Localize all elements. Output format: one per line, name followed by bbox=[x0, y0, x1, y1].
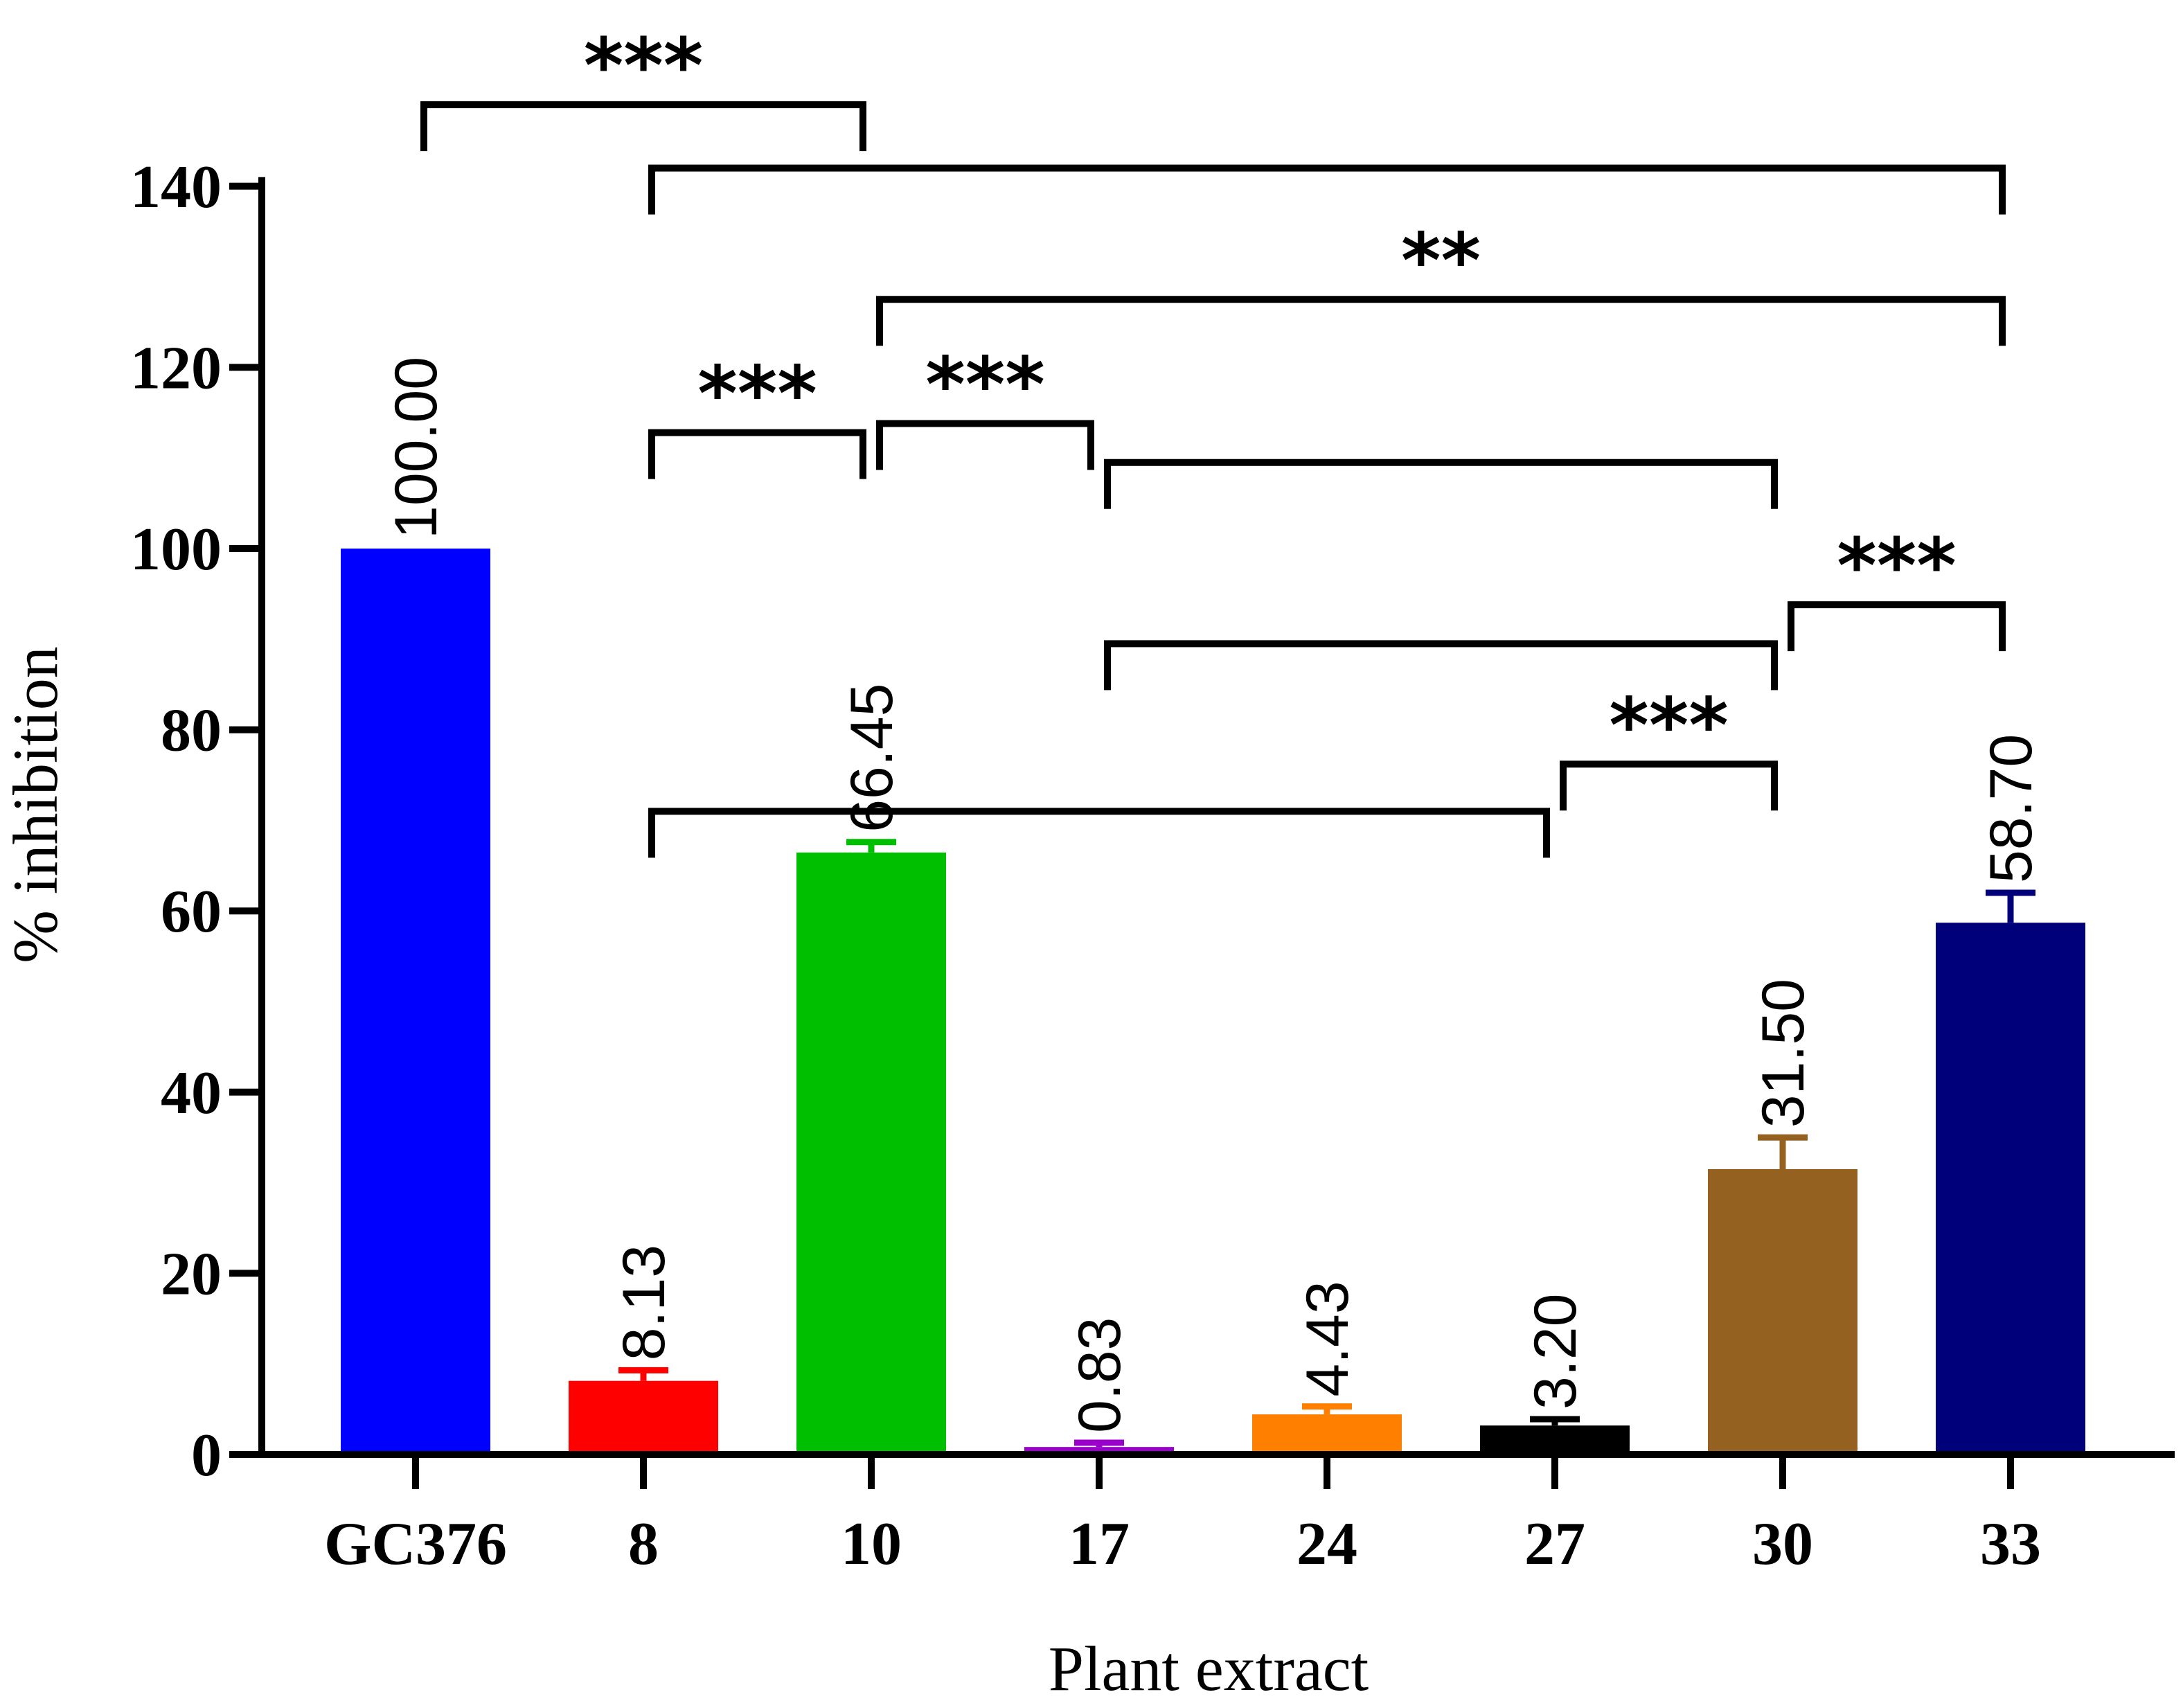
x-tick-label: 8 bbox=[628, 1511, 659, 1578]
y-ticks: 0 20 40 60 80 100 120 140 bbox=[130, 154, 265, 1489]
bar bbox=[1024, 1447, 1174, 1455]
value-label: 0.83 bbox=[1067, 1317, 1133, 1433]
value-label: 8.13 bbox=[611, 1245, 677, 1360]
y-tick-label: 100 bbox=[130, 516, 222, 583]
x-axis-title: Plant extract bbox=[1049, 1633, 1369, 1704]
value-label: 100.00 bbox=[383, 357, 449, 539]
y-tick-label: 120 bbox=[130, 335, 222, 402]
significance-bracket bbox=[1560, 760, 1778, 811]
x-tick-label: 33 bbox=[1980, 1511, 2041, 1578]
significance-label: *** bbox=[697, 350, 817, 438]
y-tick-label: 80 bbox=[161, 697, 222, 765]
significance-bracket bbox=[648, 429, 866, 479]
value-label: 66.45 bbox=[839, 684, 905, 833]
bar bbox=[1708, 1168, 1857, 1455]
significance-bracket bbox=[1788, 601, 2006, 652]
x-ticks: GC376 8 10 17 24 27 30 33 bbox=[324, 1451, 2041, 1578]
axes bbox=[258, 177, 2175, 1458]
x-tick-label: 27 bbox=[1524, 1511, 1585, 1578]
significance-bracket bbox=[648, 808, 1550, 858]
value-label: 31.50 bbox=[1750, 979, 1817, 1128]
x-tick-label: 30 bbox=[1752, 1511, 1813, 1578]
y-tick-label: 140 bbox=[130, 154, 222, 221]
value-labels: 100.00 8.13 66.45 0.83 4.43 3.20 31.50 58.70 bbox=[383, 357, 2044, 1433]
x-tick-label: 24 bbox=[1297, 1511, 1357, 1578]
bar bbox=[796, 852, 946, 1455]
significance-label: *** bbox=[1837, 522, 1957, 610]
significance-label: *** bbox=[1609, 681, 1729, 770]
bar bbox=[1480, 1425, 1630, 1455]
x-tick-label: GC376 bbox=[324, 1511, 507, 1578]
y-tick-label: 0 bbox=[191, 1422, 222, 1489]
significance-bracket bbox=[648, 164, 2006, 215]
error-bars bbox=[618, 839, 2035, 1448]
significance-bracket bbox=[1104, 640, 1778, 691]
y-axis-title: % inhibition bbox=[0, 646, 71, 963]
significance-bracket bbox=[876, 420, 1094, 470]
bar bbox=[569, 1380, 718, 1455]
significance-label: ** bbox=[1401, 216, 1481, 305]
bars bbox=[341, 549, 2085, 1455]
y-tick-label: 60 bbox=[161, 878, 222, 945]
value-label: 3.20 bbox=[1522, 1294, 1589, 1409]
significance-bracket bbox=[420, 101, 866, 152]
value-label: 58.70 bbox=[1978, 734, 2044, 883]
bar bbox=[341, 549, 490, 1455]
significance-label: *** bbox=[584, 21, 704, 110]
significance-brackets: ******** ********* bbox=[420, 21, 2006, 858]
x-tick-label: 17 bbox=[1069, 1511, 1130, 1578]
y-tick-label: 20 bbox=[161, 1240, 222, 1308]
y-tick-label: 40 bbox=[161, 1060, 222, 1127]
significance-bracket bbox=[1104, 459, 1778, 509]
value-label: 4.43 bbox=[1294, 1281, 1361, 1396]
significance-bracket bbox=[876, 296, 2006, 346]
significance-label: *** bbox=[925, 340, 1045, 429]
x-tick-label: 10 bbox=[841, 1511, 902, 1578]
bar bbox=[1252, 1414, 1402, 1455]
bar bbox=[1936, 923, 2085, 1455]
